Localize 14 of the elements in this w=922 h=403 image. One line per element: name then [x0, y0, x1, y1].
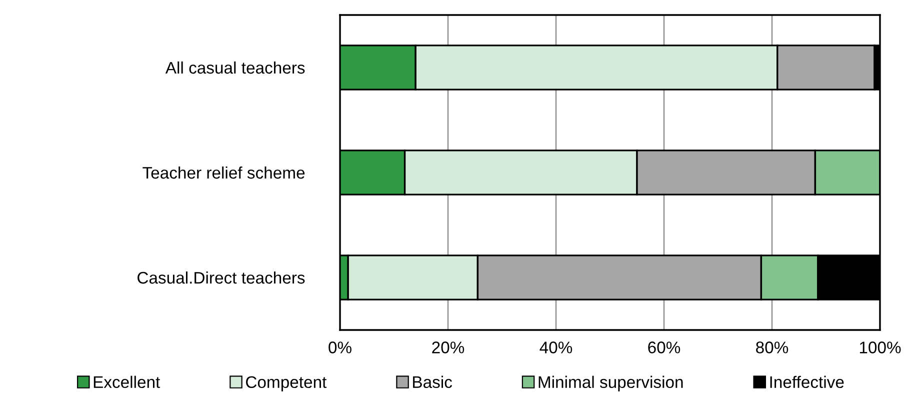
- legend-label: Competent: [246, 376, 327, 392]
- y-tick-label: Casual.Direct teachers: [138, 271, 305, 284]
- y-tick-label: All casual teachers: [165, 61, 305, 74]
- x-tick-label: 60%: [648, 342, 680, 354]
- legend-label: Excellent: [94, 376, 160, 388]
- y-tick-label: Teacher relief scheme: [142, 166, 305, 179]
- legend-label: Ineffective: [770, 376, 844, 388]
- x-tick-label: 20%: [432, 342, 464, 354]
- legend-label: Basic: [413, 376, 452, 388]
- x-tick-label: 0%: [328, 342, 352, 354]
- x-tick-label: 80%: [756, 342, 788, 354]
- x-tick-label: 100%: [860, 342, 901, 354]
- legend-label: Minimal supervision: [538, 376, 683, 392]
- x-tick-label: 40%: [540, 342, 572, 354]
